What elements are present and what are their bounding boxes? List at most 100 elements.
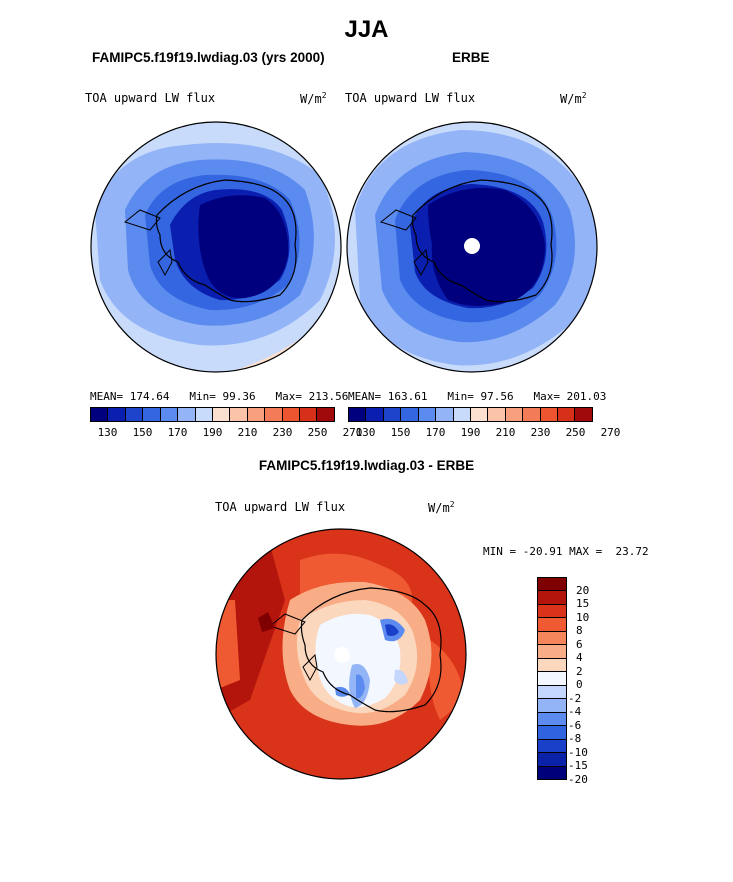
model-colorbar-swatch (300, 408, 318, 421)
diff-colorbar-swatch (538, 604, 566, 619)
obs-colorbar-swatch (401, 408, 419, 421)
diff-colorbar-swatch (538, 712, 566, 727)
model-colorbar-tick: 250 (307, 426, 328, 439)
model-min-value: 99.36 (222, 390, 256, 403)
model-max-label: Max= (275, 390, 303, 403)
obs-colorbar (348, 407, 593, 422)
obs-colorbar-swatch (540, 408, 559, 421)
obs-colorbar-swatch (470, 408, 489, 421)
diff-colorbar-tick: -6 (568, 718, 582, 732)
model-colorbar-tick: 270 (342, 426, 363, 439)
model-colorbar-tick: 210 (237, 426, 258, 439)
obs-mean-label: MEAN= (348, 390, 382, 403)
obs-colorbar-swatch (436, 408, 454, 421)
model-variable-label: TOA upward LW flux (85, 91, 216, 105)
obs-colorbar-swatch (349, 408, 367, 421)
obs-colorbar-tick: 130 (355, 426, 376, 439)
obs-colorbar-tick: 170 (425, 426, 446, 439)
diff-colorbar-tick: 8 (576, 624, 583, 638)
obs-colorbar-tick: 210 (495, 426, 516, 439)
diff-colorbar-tick: 4 (576, 651, 583, 665)
diff-panel-title: FAMIPC5.f19f19.lwdiag.03 - ERBE (258, 458, 475, 473)
model-units-label: W/m2 (300, 91, 327, 106)
obs-colorbar-swatch (453, 408, 471, 421)
diff-colorbar-swatch (538, 645, 566, 659)
diff-colorbar-swatch (538, 739, 566, 754)
diff-variable-label: TOA upward LW flux (215, 500, 346, 514)
diff-colorbar-ticks: 20 15 10 8 6 4 2 0 -2 -4 -6 -8 -10 -15 -20 (568, 577, 612, 786)
diff-units-label: W/m2 (428, 500, 455, 515)
obs-min-value: 97.56 (480, 390, 514, 403)
obs-min-label: Min= (447, 390, 474, 403)
obs-colorbar-tick: 190 (460, 426, 481, 439)
model-max-value: 213.56 (308, 390, 349, 403)
model-colorbar-swatch (125, 408, 144, 421)
model-colorbar-swatch (282, 408, 301, 421)
diff-colorbar-swatch (538, 591, 566, 605)
model-colorbar-swatch (108, 408, 126, 421)
model-colorbar-swatch (247, 408, 266, 421)
obs-max-value: 201.03 (566, 390, 607, 403)
model-colorbar-swatch (178, 408, 196, 421)
obs-map (347, 122, 597, 372)
model-colorbar-swatch (160, 408, 179, 421)
diff-colorbar-tick: 15 (576, 597, 590, 611)
diff-min-value: -20.91 (522, 545, 563, 558)
model-mean-value: 174.64 (129, 390, 170, 403)
diff-colorbar-swatch (538, 753, 566, 767)
obs-colorbar-swatch (383, 408, 402, 421)
diff-colorbar-tick: 2 (576, 664, 583, 678)
diff-colorbar-swatch (538, 672, 566, 686)
diff-colorbar-tick: 6 (576, 637, 583, 651)
model-colorbar-tick: 130 (97, 426, 118, 439)
diff-max-value: 23.72 (615, 545, 649, 558)
model-stats: MEAN= 174.64 Min= 99.36 Max= 213.56 (90, 390, 348, 403)
obs-colorbar-swatch (558, 408, 576, 421)
diff-colorbar-swatch (538, 699, 566, 713)
model-colorbar (90, 407, 335, 422)
diff-colorbar-swatch (538, 631, 566, 646)
model-colorbar-swatch (195, 408, 213, 421)
obs-colorbar-swatch (366, 408, 384, 421)
obs-colorbar-swatch (523, 408, 541, 421)
model-min-label: Min= (189, 390, 216, 403)
diff-colorbar (537, 577, 567, 780)
diff-colorbar-tick: -20 (568, 773, 588, 786)
model-colorbar-ticks: 130 150 170 190 210 230 250 270 (90, 426, 363, 440)
model-panel-title: FAMIPC5.f19f19.lwdiag.03 (yrs 2000) (92, 50, 325, 65)
obs-panel-title: ERBE (452, 50, 490, 65)
model-colorbar-swatch (91, 408, 109, 421)
model-colorbar-tick: 190 (202, 426, 223, 439)
obs-colorbar-tick: 150 (390, 426, 411, 439)
obs-colorbar-swatch (418, 408, 437, 421)
diff-colorbar-tick: 10 (576, 610, 590, 624)
diff-min-label: MIN = (483, 545, 517, 558)
obs-max-label: Max= (533, 390, 561, 403)
diff-max-label: MAX = (569, 545, 603, 558)
diff-colorbar-tick: -2 (568, 691, 582, 705)
model-mean-label: MEAN= (90, 390, 124, 403)
model-colorbar-swatch (143, 408, 161, 421)
obs-colorbar-swatch (575, 408, 592, 421)
model-colorbar-tick: 230 (272, 426, 293, 439)
model-colorbar-swatch (265, 408, 283, 421)
diff-colorbar-tick: 20 (576, 583, 590, 597)
obs-units-label: W/m2 (560, 91, 587, 106)
obs-colorbar-tick: 270 (600, 426, 621, 439)
diff-colorbar-tick: -10 (568, 745, 588, 759)
model-colorbar-tick: 150 (132, 426, 153, 439)
diff-colorbar-swatch (538, 726, 566, 740)
obs-colorbar-ticks: 130 150 170 190 210 230 250 270 (348, 426, 621, 440)
diff-colorbar-swatch (538, 766, 566, 780)
figure-title: JJA (344, 16, 389, 43)
diff-colorbar-swatch (538, 578, 566, 592)
model-colorbar-swatch (212, 408, 231, 421)
obs-stats: MEAN= 163.61 Min= 97.56 Max= 201.03 (348, 390, 606, 403)
obs-colorbar-tick: 250 (565, 426, 586, 439)
diff-colorbar-tick: 0 (576, 678, 583, 692)
diff-colorbar-swatch (538, 685, 566, 700)
obs-mean-value: 163.61 (387, 390, 428, 403)
diff-stats: MIN = -20.91 MAX = 23.72 (483, 545, 649, 558)
model-colorbar-tick: 170 (167, 426, 188, 439)
